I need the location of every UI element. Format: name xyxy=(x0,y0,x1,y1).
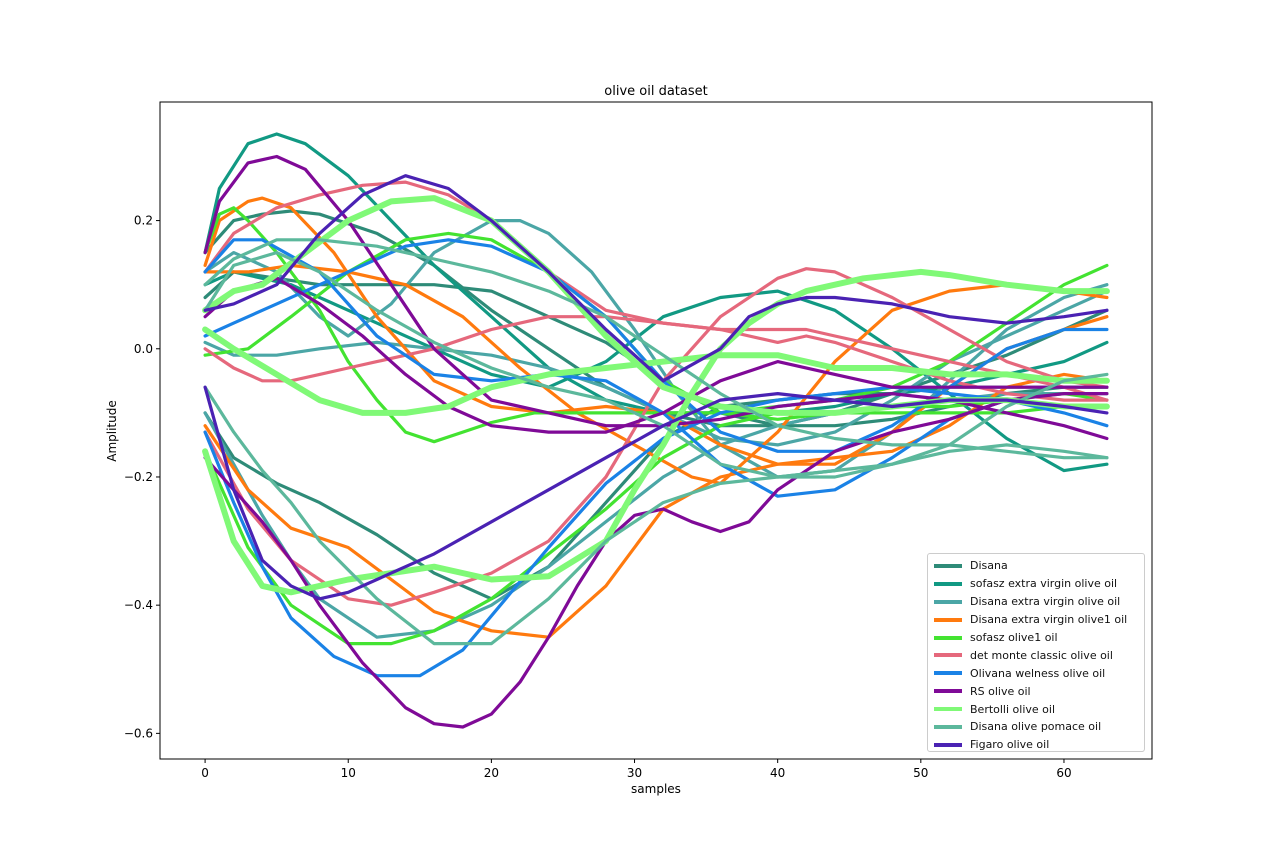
y-axis-label: Amplitude xyxy=(105,400,119,462)
plot-frame xyxy=(159,101,1153,760)
legend-swatch xyxy=(934,599,962,604)
legend-item: sofasz olive1 oil xyxy=(934,629,1138,647)
x-tick-label: 20 xyxy=(484,766,499,780)
legend-item: Olivana welness olive oil xyxy=(934,664,1138,682)
legend: Disana sofasz extra virgin olive oil Disan… xyxy=(927,553,1145,752)
legend-label: Disana olive pomace oil xyxy=(970,720,1102,734)
series-line-8-1 xyxy=(202,326,1110,416)
chart-title: olive oil dataset xyxy=(604,84,707,99)
legend-item: Bertolli olive oil xyxy=(934,700,1138,718)
series-line-3-2 xyxy=(203,263,1109,485)
series-line-7-2 xyxy=(203,392,1109,729)
series-line-5-1 xyxy=(203,315,1109,402)
legend-swatch xyxy=(934,671,962,676)
series-line-3-1 xyxy=(203,372,1109,639)
y-tick-label: 0.2 xyxy=(134,214,153,228)
x-axis-label: samples xyxy=(631,782,681,796)
legend-item: det monte classic olive oil xyxy=(934,646,1138,664)
legend-swatch xyxy=(934,617,962,622)
y-axis-ticks: −0.6 −0.4 −0.2 0.0 0.2 xyxy=(124,214,160,740)
legend-swatch xyxy=(934,724,962,729)
legend-label: RS olive oil xyxy=(970,684,1031,698)
legend-swatch xyxy=(934,742,962,747)
legend-item: Disana extra virgin olive oil xyxy=(934,593,1138,611)
x-tick-label: 10 xyxy=(341,766,356,780)
y-tick-label: −0.6 xyxy=(124,726,153,740)
series-line-4-1 xyxy=(203,404,1109,646)
y-tick-label: 0.0 xyxy=(134,342,153,356)
x-tick-label: 0 xyxy=(201,766,209,780)
legend-label: Bertolli olive oil xyxy=(970,702,1056,716)
x-tick-label: 30 xyxy=(627,766,642,780)
legend-swatch xyxy=(934,653,962,658)
x-tick-label: 60 xyxy=(1056,766,1071,780)
series-line-2-0 xyxy=(203,289,1109,447)
legend-label: det monte classic olive oil xyxy=(970,648,1113,662)
legend-swatch xyxy=(934,581,962,586)
plot-lines xyxy=(202,132,1110,729)
legend-swatch xyxy=(934,689,962,694)
series-line-6-2 xyxy=(203,385,1109,678)
legend-label: Disana xyxy=(970,559,1008,573)
legend-label: Olivana welness olive oil xyxy=(970,666,1106,680)
legend-swatch xyxy=(934,563,962,568)
series-line-7-1 xyxy=(203,276,1109,434)
legend-label: sofasz extra virgin olive oil xyxy=(970,577,1118,591)
legend-item: RS olive oil xyxy=(934,682,1138,700)
legend-label: Figaro olive oil xyxy=(970,738,1050,752)
legend-label: sofasz olive1 oil xyxy=(970,631,1058,644)
legend-item: Disana xyxy=(934,557,1138,575)
x-tick-label: 50 xyxy=(913,766,928,780)
y-tick-label: −0.4 xyxy=(124,598,153,612)
x-tick-label: 40 xyxy=(770,766,785,780)
legend-swatch xyxy=(934,635,962,640)
legend-item: Disana olive pomace oil xyxy=(934,718,1138,736)
y-tick-label: −0.2 xyxy=(124,470,153,484)
legend-swatch xyxy=(934,707,962,712)
legend-label: Disana extra virgin olive1 oil xyxy=(970,613,1128,627)
series-line-4-0 xyxy=(203,206,1109,444)
series-line-10-0 xyxy=(203,174,1109,383)
legend-item: Disana extra virgin olive1 oil xyxy=(934,611,1138,629)
series-line-9-2 xyxy=(203,385,1109,646)
legend-item: sofasz extra virgin olive oil xyxy=(934,575,1138,593)
series-line-9-1 xyxy=(203,251,1109,479)
series-line-10-1 xyxy=(203,385,1109,601)
legend-item: Figaro olive oil xyxy=(934,736,1138,754)
legend-label: Disana extra virgin olive oil xyxy=(970,595,1121,609)
x-axis-ticks: 0 10 20 30 40 50 60 xyxy=(201,759,1072,780)
